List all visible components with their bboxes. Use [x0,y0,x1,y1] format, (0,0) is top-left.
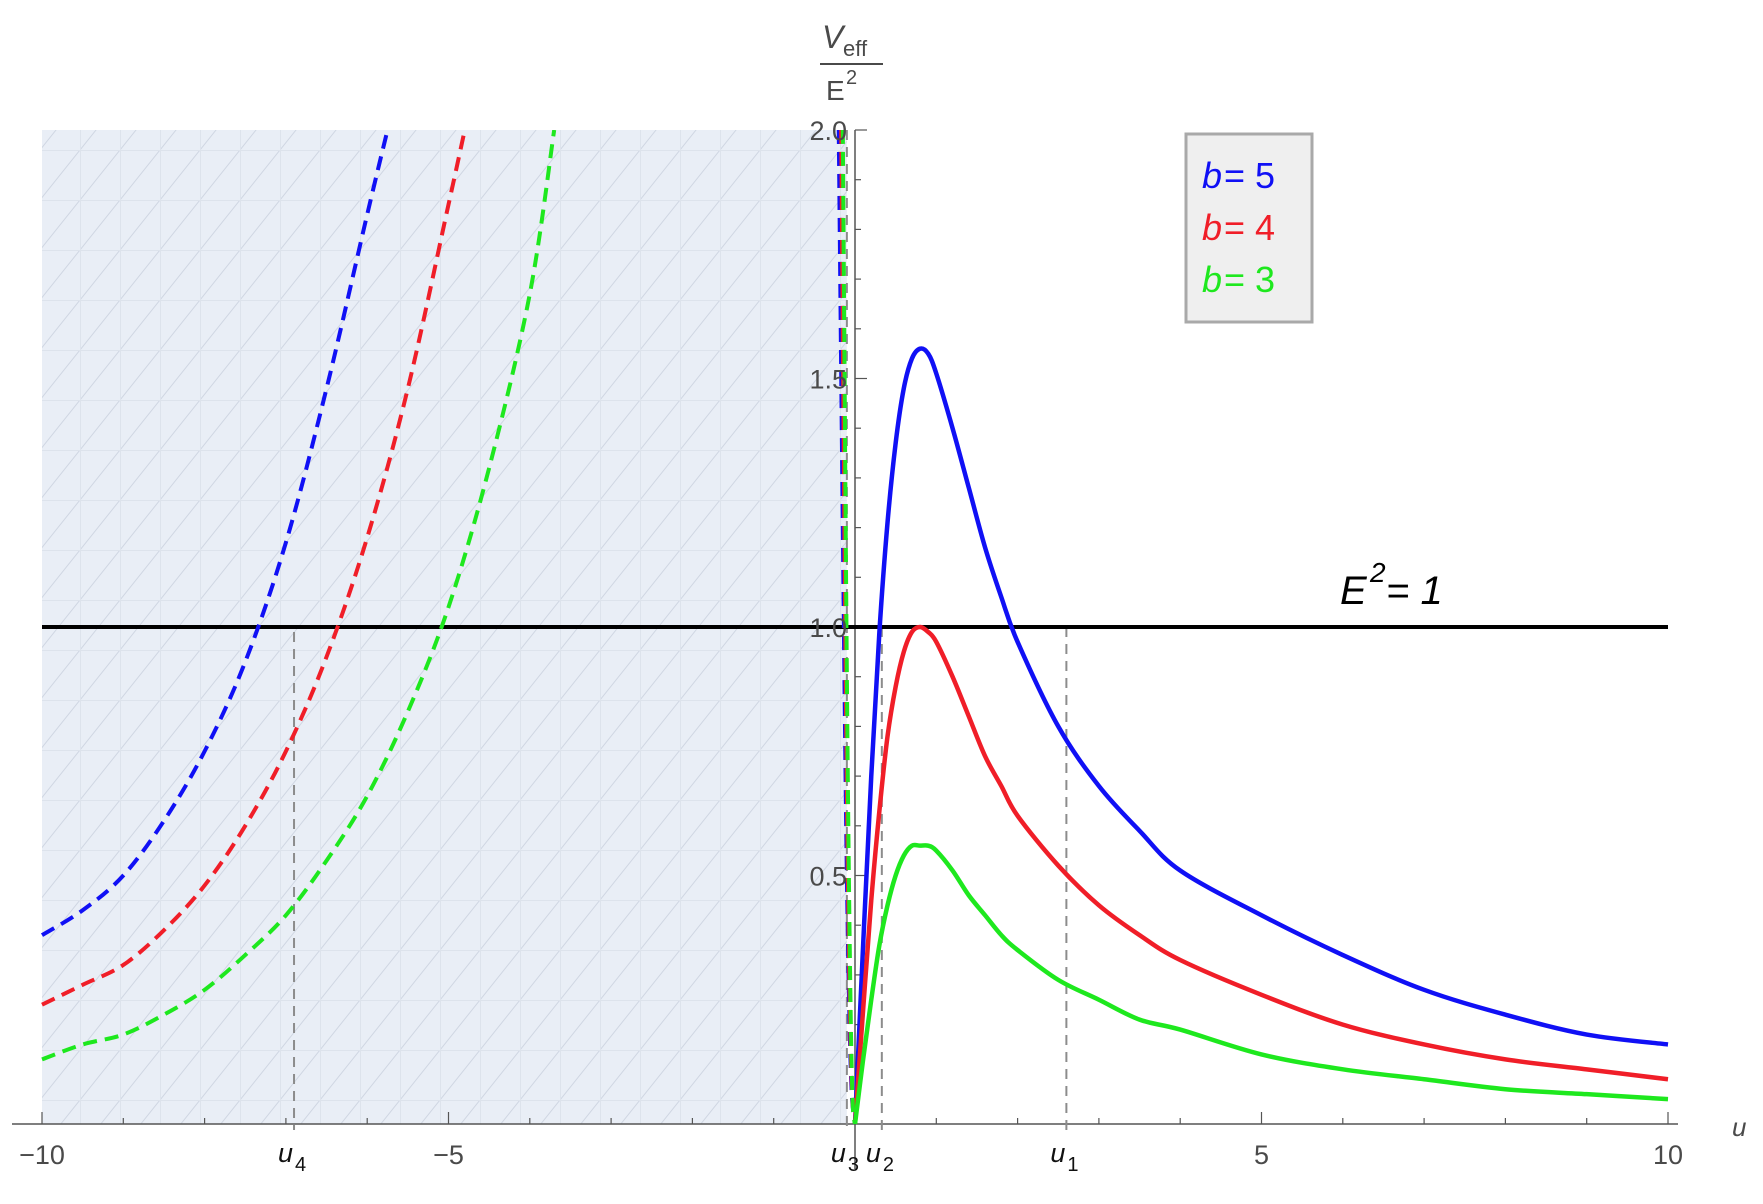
y-tick-label: 1.0 [809,613,847,643]
legend-entries: b = 5b = 4b = 3 [1202,155,1275,300]
series-1-left-dashed-line [40,130,390,937]
x-minor-ticks [41,1112,1669,1124]
x-tick-label: −5 [433,1140,464,1170]
series-3-left-dashed-line [41,130,557,1062]
series-3-right-line [852,842,1669,1125]
x-tick-label: 10 [1653,1140,1683,1170]
marker-label-sub: 2 [883,1154,894,1176]
series-3-inner-dashed-line [840,130,857,1125]
x-tick-label: −10 [19,1140,65,1170]
marker-label-sub: 3 [848,1154,859,1176]
marker-label: u [1050,1138,1065,1168]
ref-label-main: E [1340,569,1368,613]
legend-entry-var: b [1202,155,1222,196]
legend-entry-value: = 5 [1224,155,1275,196]
marker-guides [293,130,1068,1130]
y-label-denominator-sup: 2 [846,67,857,89]
marker-label: u [278,1138,293,1168]
ref-label-rest: = 1 [1386,569,1443,613]
marker-label: u [866,1138,881,1168]
y-tick-label: 2.0 [809,116,847,146]
ref-label-sup: 2 [1369,557,1386,588]
x-tick-label: 5 [1254,1140,1269,1170]
legend: b = 5b = 4b = 3 [1184,132,1314,324]
legend-entry-value: = 3 [1224,259,1275,300]
y-label-numerator-sub: eff [843,36,868,61]
y-label-numerator: V [822,19,846,55]
x-tick-labels: −10 −5 5 10 [19,1140,1683,1170]
series-lines [40,130,1669,1125]
legend-entry-var: b [1202,207,1222,248]
legend-box [1184,132,1314,324]
series-2-right-line [852,624,1669,1125]
marker-label-sub: 4 [295,1154,306,1176]
y-tick-labels: 0.5 1.0 1.5 2.0 [809,116,847,892]
y-axis-label: V eff E 2 [820,19,883,106]
series-1-right-line [852,346,1669,1125]
y-tick-label: 1.5 [809,365,847,395]
legend-entry-value: = 4 [1224,207,1275,248]
x-axis-label: u [1732,1112,1746,1142]
legend-entry-var: b [1202,259,1222,300]
series-2-left-dashed-line [41,130,467,1007]
marker-label-sub: 1 [1067,1154,1078,1176]
axes [12,129,1678,1169]
y-tick-label: 0.5 [809,862,847,892]
reference-line-label: E 2 = 1 [1340,557,1443,613]
marker-label: u [831,1138,846,1168]
y-label-denominator: E [826,75,845,106]
